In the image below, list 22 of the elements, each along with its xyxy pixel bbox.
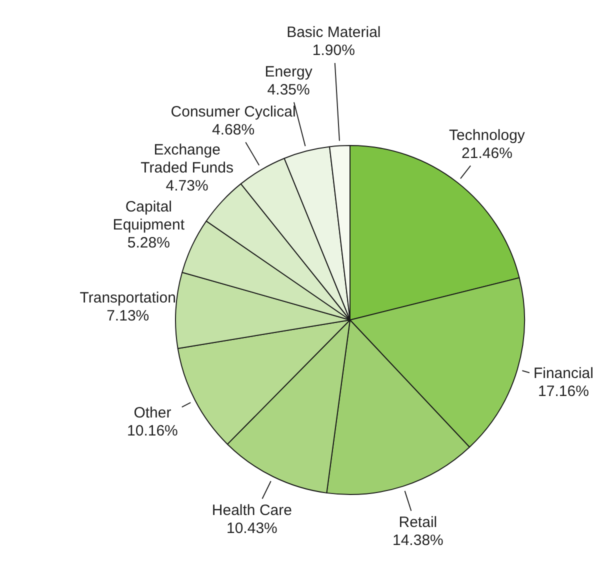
slice-label: Consumer Cyclical xyxy=(170,103,296,120)
data-label: 17.16% xyxy=(538,382,589,400)
data-label: 7.13% xyxy=(106,308,150,325)
slice-label: Retail xyxy=(398,514,438,532)
data-label: 10.43% xyxy=(226,520,278,537)
slice-label: Technology xyxy=(449,126,526,144)
slice-label: Exchange Traded Funds xyxy=(140,142,234,177)
data-label: 4.73% xyxy=(166,178,208,195)
slice-label: Basic Material xyxy=(286,24,381,42)
slice-label: Financial xyxy=(533,364,594,382)
slice-label: Transportation xyxy=(80,290,176,307)
data-label: 5.28% xyxy=(127,234,170,252)
data-label: 21.46% xyxy=(462,144,512,162)
data-label: 4.68% xyxy=(212,121,255,138)
slice-label: Energy xyxy=(264,63,313,80)
data-label: 10.16% xyxy=(127,422,178,440)
data-label: 1.90% xyxy=(312,42,355,60)
slice-label: Capital Equipment xyxy=(112,198,186,234)
slice-label: Other xyxy=(134,404,172,422)
data-label: 4.35% xyxy=(267,81,310,98)
data-label: 14.38% xyxy=(392,532,444,550)
slice-label: Health Care xyxy=(212,502,292,519)
